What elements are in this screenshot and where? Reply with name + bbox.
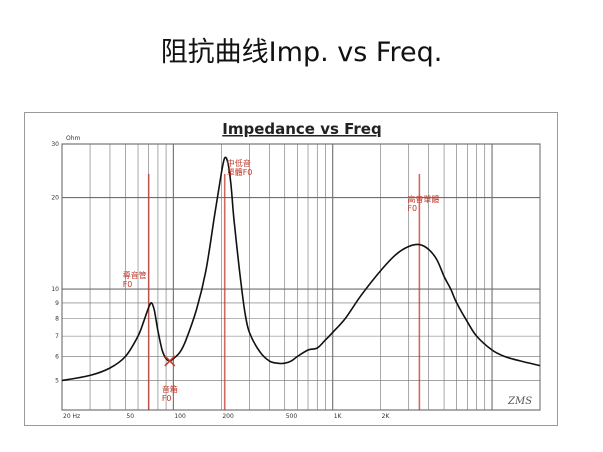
x-tick-label: 2K: [382, 413, 391, 420]
annotation-label: 高音單體 F0: [407, 194, 439, 213]
page-title: 阻抗曲线Imp. vs Freq.: [160, 37, 443, 68]
annotation-label: 導音管 F0: [123, 270, 147, 289]
x-tick-label: 1K: [334, 413, 343, 420]
y-tick-label: 10: [51, 286, 59, 293]
chart-frame: [24, 112, 558, 426]
chart-title: Impedance vs Freq: [222, 120, 381, 138]
x-tick-label: 20 Hz: [63, 413, 80, 420]
y-tick-label: 20: [51, 195, 59, 202]
impedance-curve: [61, 156, 541, 382]
x-tick-label: 200: [222, 413, 234, 420]
signature: ZMS: [507, 396, 532, 407]
y-tick-label: 6: [55, 353, 59, 360]
enclosure-f0-x-mark: [164, 355, 176, 367]
y-tick-label: 30: [51, 141, 59, 148]
y-tick-label: 9: [55, 300, 59, 307]
y-tick-label: 8: [55, 315, 59, 322]
y-unit-label: Ohm: [66, 135, 81, 142]
x-tick-label: 500: [286, 413, 298, 420]
x-tick-label: 100: [174, 413, 186, 420]
annotation-label: 中低音單體F0: [227, 158, 253, 177]
x-tick-label: 50: [126, 413, 134, 420]
y-tick-label: 7: [55, 333, 59, 340]
y-tick-label: 5: [55, 378, 59, 385]
annotation-label: 音箱 F0: [162, 384, 178, 403]
